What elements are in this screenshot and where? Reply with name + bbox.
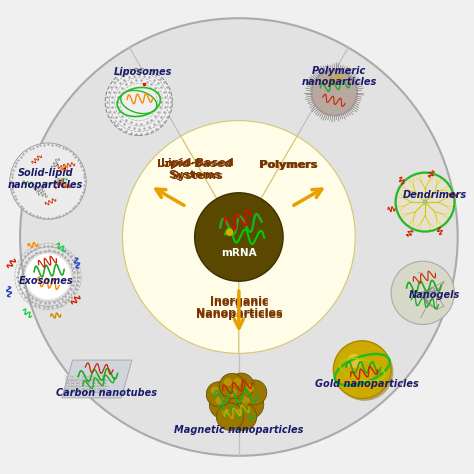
Wedge shape: [239, 136, 355, 354]
Text: Gold nanoparticles: Gold nanoparticles: [315, 379, 419, 389]
Circle shape: [246, 384, 254, 392]
Circle shape: [229, 403, 257, 430]
Circle shape: [211, 386, 219, 394]
Circle shape: [235, 409, 243, 417]
Text: Polymeric
nanoparticles: Polymeric nanoparticles: [301, 65, 376, 87]
Text: mRNA: mRNA: [221, 248, 257, 258]
Circle shape: [242, 380, 267, 405]
Polygon shape: [62, 360, 132, 398]
Circle shape: [236, 391, 264, 419]
Circle shape: [224, 378, 232, 386]
Circle shape: [228, 373, 254, 399]
Text: Inorganic
Nanoparticles: Inorganic Nanoparticles: [196, 298, 282, 320]
Circle shape: [216, 403, 244, 430]
Text: Exosomes: Exosomes: [18, 276, 73, 286]
Text: Lipid-Based
Systems: Lipid-Based Systems: [161, 158, 233, 181]
Circle shape: [391, 261, 455, 325]
Text: Polymers: Polymers: [259, 160, 317, 170]
Circle shape: [395, 172, 456, 232]
Circle shape: [228, 388, 237, 396]
Circle shape: [20, 18, 458, 456]
Circle shape: [333, 341, 391, 399]
Text: Solid-lipid
nanoparticles: Solid-lipid nanoparticles: [8, 168, 83, 190]
Text: Carbon nanotubes: Carbon nanotubes: [56, 388, 157, 398]
Text: Inorganic
Nanoparticles: Inorganic Nanoparticles: [196, 296, 282, 318]
Circle shape: [105, 68, 173, 136]
Text: Lɪpid-Based
Systems: Lɪpid-Based Systems: [157, 159, 232, 180]
Circle shape: [219, 374, 245, 399]
Circle shape: [242, 397, 250, 405]
Circle shape: [210, 391, 237, 419]
Circle shape: [336, 343, 393, 401]
Circle shape: [10, 143, 86, 219]
Circle shape: [222, 409, 230, 417]
Circle shape: [206, 382, 231, 407]
Text: Nanogels: Nanogels: [409, 290, 460, 300]
Circle shape: [226, 228, 233, 236]
Circle shape: [216, 397, 224, 405]
Circle shape: [222, 382, 251, 410]
Wedge shape: [181, 120, 297, 237]
Circle shape: [195, 193, 283, 281]
Text: Liposomes: Liposomes: [114, 67, 173, 77]
Text: Dendrimers: Dendrimers: [402, 190, 466, 200]
Text: Polymers: Polymers: [260, 160, 318, 170]
Circle shape: [25, 254, 71, 299]
Circle shape: [233, 378, 241, 386]
Circle shape: [423, 200, 428, 204]
Wedge shape: [122, 136, 239, 354]
Circle shape: [310, 69, 358, 117]
Circle shape: [347, 354, 361, 368]
Text: Magnetic nanoparticles: Magnetic nanoparticles: [174, 425, 303, 435]
